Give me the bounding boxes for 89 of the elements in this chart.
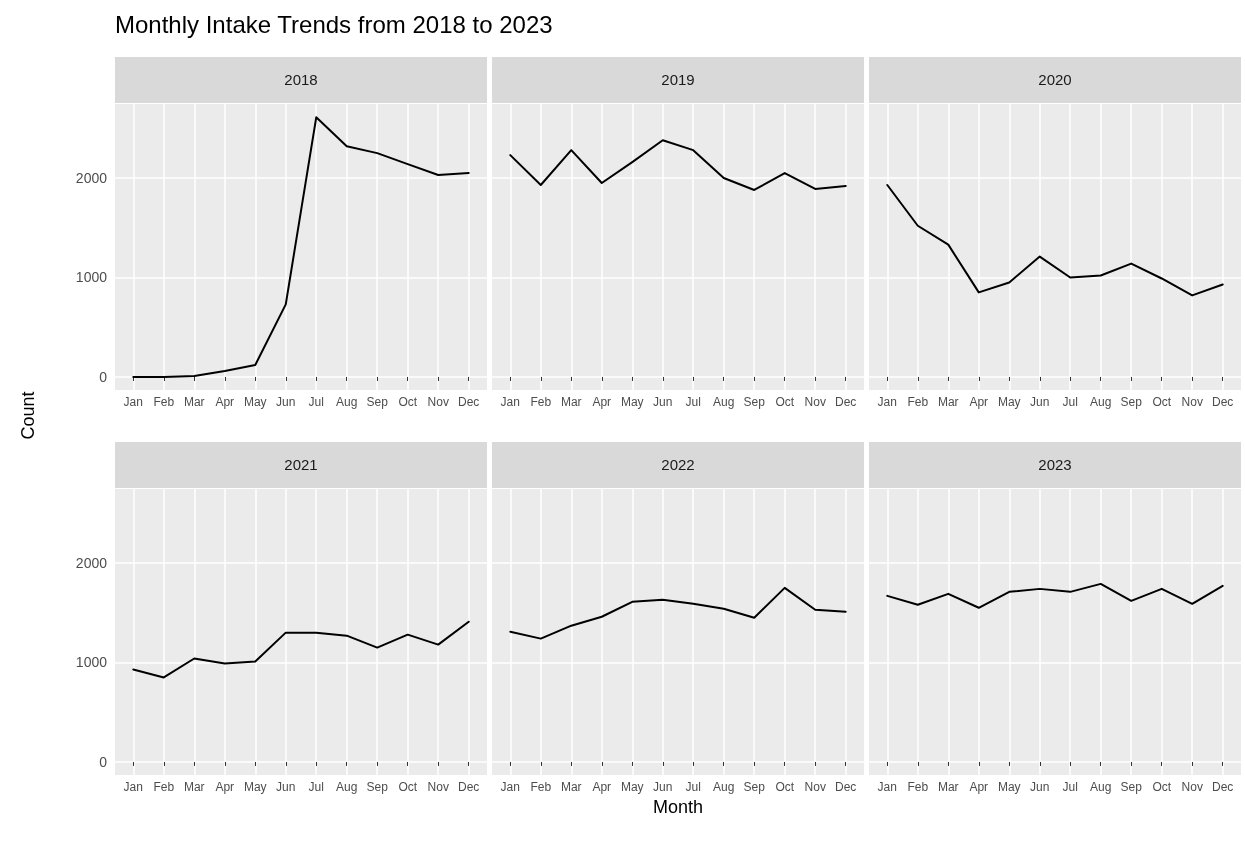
x-tick-label: Feb [530, 780, 552, 794]
x-tick-label: May [997, 780, 1021, 794]
x-tick-label: Jul [1062, 780, 1078, 794]
x-tick-label: Dec [1212, 395, 1234, 409]
x-tick-label: Dec [835, 780, 857, 794]
chart-title: 2018 [115, 57, 487, 103]
x-tick-label: Oct [398, 395, 418, 409]
x-tick-label: Nov [427, 395, 449, 409]
x-tick-label: Jan [123, 395, 143, 409]
x-tick-label: Apr [592, 780, 612, 794]
chart-title: 2020 [869, 57, 1241, 103]
y-axis-title: Count [17, 390, 39, 442]
x-tick-label: Apr [969, 780, 989, 794]
x-tick-label: Sep [743, 780, 766, 794]
x-tick-label: Nov [1181, 780, 1203, 794]
x-tick-label: Feb [153, 395, 175, 409]
x-tick-label: Aug [336, 780, 358, 794]
x-tick-label: Feb [907, 395, 929, 409]
x-tick-label: May [997, 395, 1021, 409]
x-tick-label: Mar [560, 395, 582, 409]
x-tick-label: Mar [937, 780, 959, 794]
x-tick-label: Jun [276, 780, 296, 794]
x-tick-label: Nov [804, 780, 826, 794]
x-tick-label: Mar [560, 780, 582, 794]
y-tick-label: 2000 [75, 170, 108, 187]
x-tick-label: Sep [743, 395, 766, 409]
x-tick-label: May [620, 395, 644, 409]
x-tick-label: Oct [775, 780, 795, 794]
x-tick-label: Feb [153, 780, 175, 794]
x-tick-label: Jul [308, 395, 324, 409]
x-tick-label: Aug [1090, 395, 1112, 409]
x-tick-label: Mar [183, 395, 205, 409]
x-tick-label: Dec [1212, 780, 1234, 794]
chart-title: 2019 [492, 57, 864, 103]
x-tick-label: Oct [775, 395, 795, 409]
line-series [132, 620, 470, 679]
x-tick-label: Sep [1120, 780, 1143, 794]
chart-title: 2022 [492, 442, 864, 488]
x-tick-label: Aug [336, 395, 358, 409]
line-series [132, 116, 470, 378]
y-tick-label: 1000 [75, 269, 108, 286]
x-tick-label: Mar [937, 395, 959, 409]
x-tick-label: Jan [123, 780, 143, 794]
x-tick-label: Apr [592, 395, 612, 409]
x-tick-label: May [620, 780, 644, 794]
x-tick-label: Apr [215, 780, 235, 794]
x-tick-label: Jan [877, 780, 897, 794]
x-tick-label: Oct [1152, 780, 1172, 794]
x-tick-label: Jul [308, 780, 324, 794]
x-tick-label: Jan [500, 395, 520, 409]
y-tick-label: 2000 [75, 555, 108, 572]
x-tick-label: Dec [835, 395, 857, 409]
x-tick-label: Jun [276, 395, 296, 409]
x-tick-label: Aug [713, 780, 735, 794]
text: Monthly Intake Trends from 2018 to 2023 [115, 11, 553, 39]
x-tick-label: Apr [215, 395, 235, 409]
x-tick-label: Nov [1181, 395, 1203, 409]
x-tick-label: Jul [685, 780, 701, 794]
x-tick-label: Jul [1062, 395, 1078, 409]
x-tick-label: Oct [1152, 395, 1172, 409]
x-tick-label: Mar [183, 780, 205, 794]
x-tick-label: Jun [1030, 395, 1050, 409]
x-tick-label: Aug [1090, 780, 1112, 794]
x-tick-label: Jun [653, 780, 673, 794]
x-tick-label: Jul [685, 395, 701, 409]
x-tick-label: Sep [366, 395, 389, 409]
x-tick-label: May [243, 780, 267, 794]
x-axis-title: Month [652, 797, 704, 818]
x-tick-label: Feb [530, 395, 552, 409]
x-tick-label: Dec [458, 780, 480, 794]
x-tick-label: Sep [366, 780, 389, 794]
x-tick-label: Dec [458, 395, 480, 409]
x-tick-label: Aug [713, 395, 735, 409]
x-tick-label: May [243, 395, 267, 409]
x-tick-label: Feb [907, 780, 929, 794]
x-tick-label: Nov [427, 780, 449, 794]
y-tick-label: 1000 [75, 654, 108, 671]
chart-title: 2023 [869, 442, 1241, 488]
x-tick-label: Jan [500, 780, 520, 794]
x-tick-label: Oct [398, 780, 418, 794]
x-tick-label: Sep [1120, 395, 1143, 409]
x-tick-label: Nov [804, 395, 826, 409]
y-tick-label: 0 [99, 753, 108, 770]
x-tick-label: Jan [877, 395, 897, 409]
x-tick-label: Jun [1030, 780, 1050, 794]
x-tick-label: Jun [653, 395, 673, 409]
x-tick-label: Apr [969, 395, 989, 409]
chart-title: 2021 [115, 442, 487, 488]
y-tick-label: 0 [99, 368, 108, 385]
